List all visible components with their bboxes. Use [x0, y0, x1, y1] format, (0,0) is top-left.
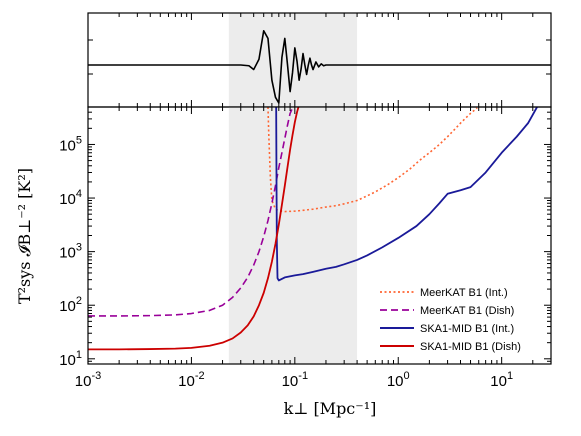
x-tick-label: 10-2: [178, 370, 204, 390]
series-line-1: [88, 107, 294, 317]
top-series-group: [88, 30, 551, 104]
x-tick-label: 101: [490, 370, 513, 390]
bottom-panel-frame: [87, 106, 552, 365]
legend-label-3: SKA1-MID B1 (Dish): [420, 341, 521, 353]
legend-label-1: MeerKAT B1 (Dish): [420, 305, 514, 317]
x-tick-label: 100: [387, 370, 410, 390]
series-line-2: [275, 107, 538, 282]
x-tick-label: 10-1: [282, 370, 308, 390]
y-axis-title: T²sys 𝓘B⊥⁻² [K²]: [15, 168, 34, 304]
bottom-panel: 10-3 10-2 10-1 100 101 101 102 103 104 105: [59, 106, 552, 390]
series-line-3: [88, 107, 300, 351]
legend: MeerKAT B1 (Int.) MeerKAT B1 (Dish) SKA1-M…: [380, 287, 521, 353]
x-tick-labels: 10-3 10-2 10-1 100 101: [75, 370, 513, 390]
x-tick-label: 10-3: [75, 370, 101, 390]
y-tick-label: 105: [59, 134, 82, 154]
y-tick-labels: 101 102 103 104 105: [59, 134, 82, 368]
y-tick-label: 102: [59, 295, 82, 315]
x-axis-title: k⊥ [Mpc⁻¹]: [284, 399, 377, 418]
y-tick-label: 103: [59, 242, 82, 262]
y-tick-label: 104: [59, 188, 82, 208]
bottom-series-group: [88, 107, 538, 351]
y-tick-label: 101: [59, 349, 82, 369]
top-series-line: [88, 30, 551, 104]
bottom-panel-ticks: [87, 106, 552, 365]
top-panel: [87, 12, 552, 108]
legend-label-2: SKA1-MID B1 (Int.): [420, 323, 514, 335]
legend-label-0: MeerKAT B1 (Int.): [420, 287, 508, 299]
